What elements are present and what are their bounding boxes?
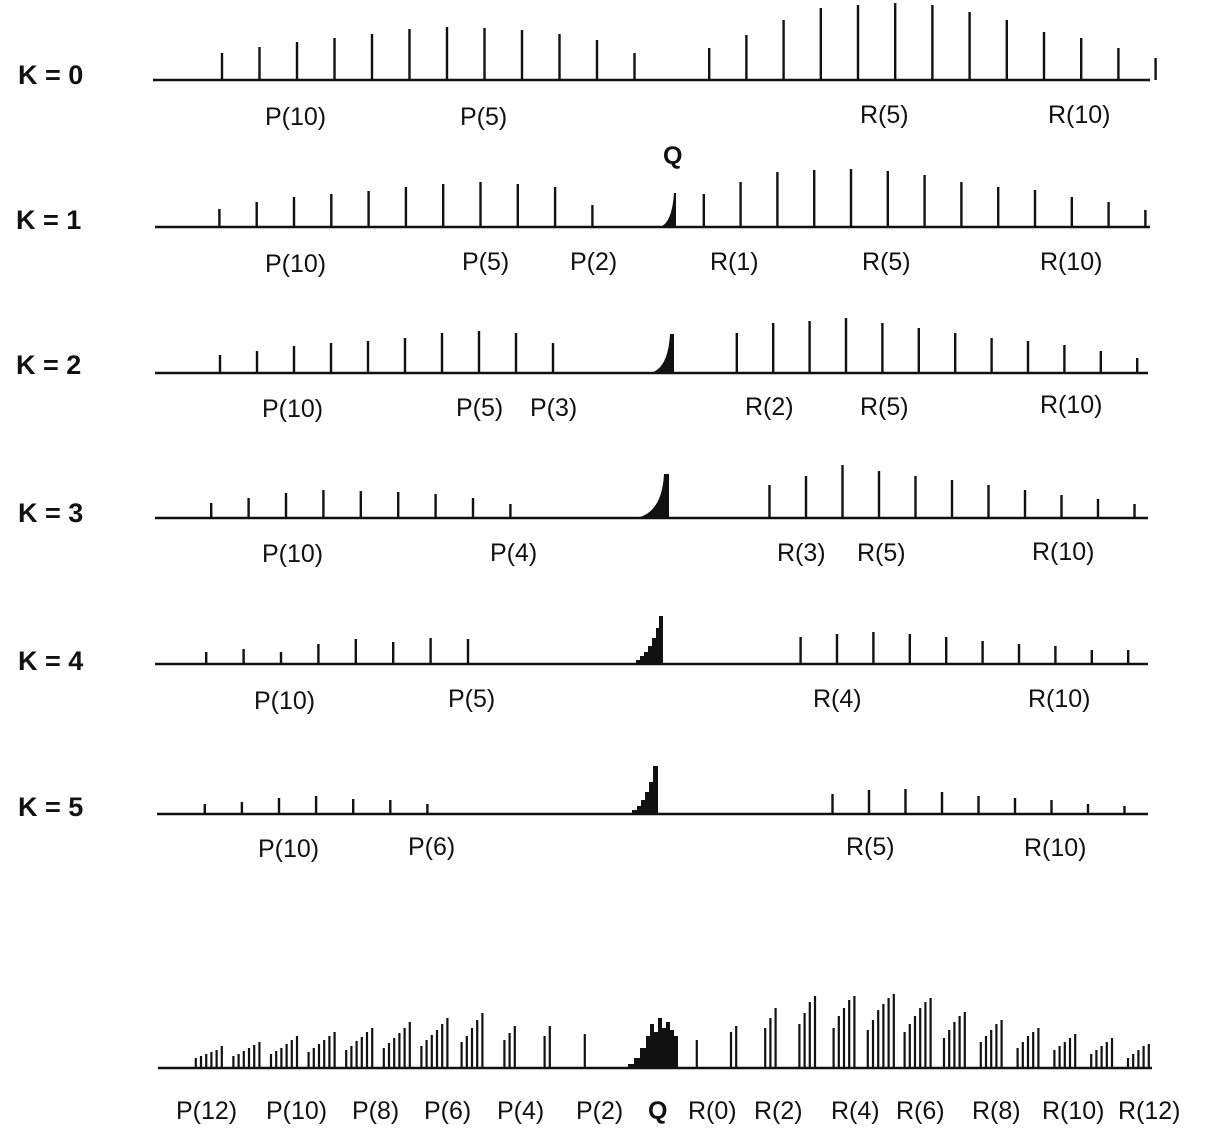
- branch-label-r4: R(4): [813, 685, 862, 713]
- branch-label-r6: R(6): [896, 1097, 945, 1125]
- branch-label-p8: P(8): [352, 1097, 399, 1125]
- branch-label-r3: R(3): [777, 539, 826, 567]
- q-branch-cluster: [628, 1018, 678, 1068]
- k-label: K = 0: [18, 60, 83, 90]
- transition-lines: [204, 632, 1130, 664]
- branch-label-r10: R(10): [1032, 538, 1095, 566]
- composite-spectrum: P(12) P(10) P(8) P(6) P(4) P(2) Q R(0) R…: [158, 994, 1181, 1125]
- band-row-k4: K = 4 P(10) P(5) R(4) R(10): [18, 616, 1148, 715]
- branch-label-p10: P(10): [262, 395, 323, 423]
- q-branch-edge: [650, 334, 674, 373]
- branch-label-r1: R(1): [710, 248, 759, 276]
- k-label: K = 3: [18, 498, 83, 528]
- band-row-k0: K = 0 P(10) P(5) R(5) R(10): [18, 3, 1157, 131]
- branch-label-r5: R(5): [860, 101, 909, 129]
- transition-lines: [218, 169, 1147, 227]
- transition-lines: [220, 3, 1157, 80]
- branch-label-p10: P(10): [262, 540, 323, 568]
- band-row-k2: K = 2 P(10) P(5) P(3) R(2) R(5) R(10): [16, 318, 1148, 423]
- branch-label-p2: P(2): [576, 1097, 623, 1125]
- transition-lines: [194, 994, 1150, 1068]
- branch-label-p2: P(2): [570, 248, 617, 276]
- branch-label-q: Q: [648, 1097, 667, 1125]
- branch-label-p10: P(10): [265, 250, 326, 278]
- branch-label-r10: R(10): [1040, 248, 1103, 276]
- branch-label-p10: P(10): [254, 687, 315, 715]
- branch-label-p12: P(12): [176, 1097, 237, 1125]
- branch-label-p3: P(3): [530, 394, 577, 422]
- q-branch-edge: [636, 616, 663, 664]
- branch-label-r10: R(10): [1048, 101, 1111, 129]
- q-branch-label: Q: [663, 142, 682, 170]
- band-row-k5: K = 5 P(10) P(6) R(5) R(10): [18, 766, 1148, 863]
- branch-label-r10: R(10): [1040, 391, 1103, 419]
- branch-label-p10: P(10): [258, 835, 319, 863]
- branch-label-p5: P(5): [462, 248, 509, 276]
- branch-label-p10: P(10): [265, 103, 326, 131]
- branch-label-r5: R(5): [857, 539, 906, 567]
- branch-label-p5: P(5): [448, 685, 495, 713]
- k-label: K = 4: [18, 646, 83, 676]
- q-branch-edge: [660, 193, 676, 227]
- branch-label-r5: R(5): [846, 833, 895, 861]
- branch-label-p10: P(10): [266, 1097, 327, 1125]
- branch-label-r12: R(12): [1118, 1097, 1181, 1125]
- branch-label-r5: R(5): [862, 248, 911, 276]
- band-row-k1: Q K = 1 P(10) P(5) P(2) R(1) R(5) R(10): [16, 142, 1150, 278]
- branch-label-p4: P(4): [490, 539, 537, 567]
- branch-label-p4: P(4): [497, 1097, 544, 1125]
- branch-label-r10: R(10): [1028, 685, 1091, 713]
- q-branch-edge: [636, 474, 669, 518]
- transition-lines: [203, 789, 1126, 814]
- branch-label-p5: P(5): [456, 394, 503, 422]
- branch-label-p6: P(6): [408, 833, 455, 861]
- branch-label-r5: R(5): [860, 393, 909, 421]
- branch-label-r2: R(2): [745, 393, 794, 421]
- branch-label-r8: R(8): [972, 1097, 1021, 1125]
- band-row-k3: K = 3 P(10) P(4) R(3) R(5) R(10): [18, 465, 1148, 568]
- branch-label-r2: R(2): [754, 1097, 803, 1125]
- branch-label-r0: R(0): [688, 1097, 737, 1125]
- k-label: K = 5: [18, 792, 83, 822]
- branch-label-p5: P(5): [460, 103, 507, 131]
- transition-lines: [209, 465, 1136, 518]
- branch-label-r10: R(10): [1042, 1097, 1105, 1125]
- transition-lines: [218, 318, 1139, 373]
- branch-label-p6: P(6): [424, 1097, 471, 1125]
- branch-label-r4: R(4): [831, 1097, 880, 1125]
- branch-label-r10: R(10): [1024, 834, 1087, 862]
- k-label: K = 1: [16, 205, 81, 235]
- k-label: K = 2: [16, 350, 81, 380]
- q-branch-edge: [632, 766, 658, 814]
